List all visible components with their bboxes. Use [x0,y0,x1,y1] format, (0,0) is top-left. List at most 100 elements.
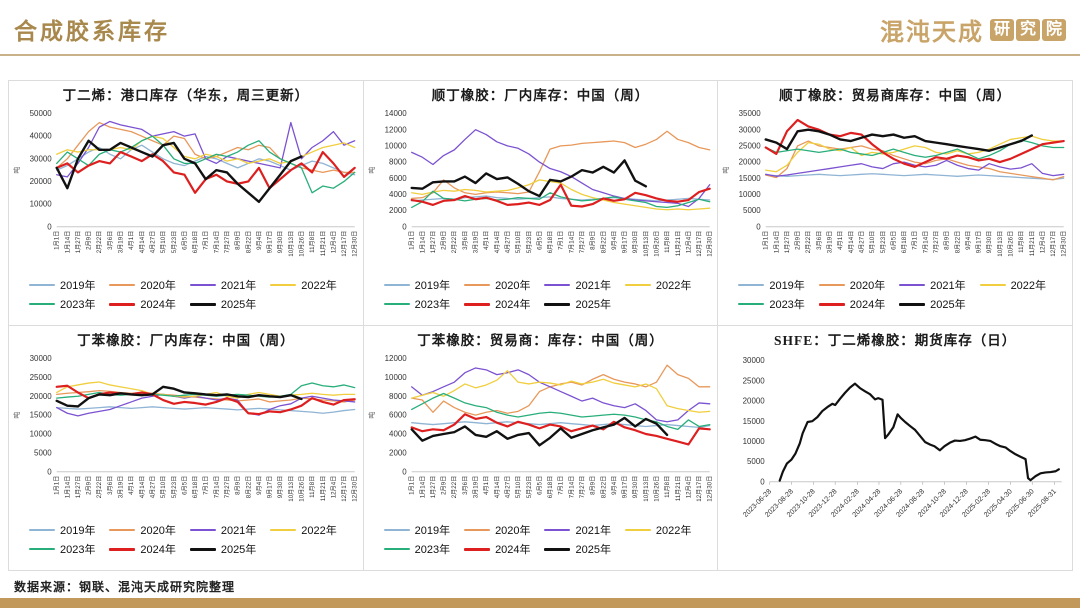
svg-text:3月19日: 3月19日 [472,231,479,254]
legend-swatch [29,284,55,286]
svg-text:7月1日: 7月1日 [557,476,564,495]
legend-label: 2020年 [140,280,176,292]
svg-text:11月8日: 11月8日 [309,476,316,498]
chart-title: SHFE：丁二烯橡胶：期货库存（日） [774,333,1017,348]
svg-text:6月18日: 6月18日 [192,476,199,499]
legend-item: 2019年 [29,522,109,538]
svg-text:11月8日: 11月8日 [664,231,671,253]
svg-text:7月27日: 7月27日 [579,476,586,499]
legend-item: 2019年 [383,277,464,293]
legend-item: 2020年 [109,522,189,538]
svg-text:3月19日: 3月19日 [118,476,125,499]
svg-text:4月27日: 4月27日 [149,476,156,499]
legend-label: 2020年 [849,280,886,292]
legend-item: 2023年 [383,541,464,557]
svg-text:25000: 25000 [743,376,766,385]
legend-label: 2022年 [301,525,337,537]
svg-text:6月5日: 6月5日 [181,231,188,250]
chart-title: 丁苯橡胶：贸易商：库存：中国（周） [417,333,664,348]
svg-text:9月17日: 9月17日 [621,476,628,499]
svg-text:11月8日: 11月8日 [1018,231,1025,253]
chart-legend: 2019年 2020年 2021年 2022年 2023年 2024年 2025年 [11,520,361,557]
svg-text:11月21日: 11月21日 [320,476,327,502]
legend-item: 2023年 [29,296,109,312]
logo-badge-char: 研 [990,18,1014,41]
svg-text:10月13日: 10月13日 [642,476,649,502]
chart-svg: 0500010000150002000025000300002023-06-28… [742,356,1063,519]
svg-text:8月9日: 8月9日 [944,231,951,250]
svg-text:9月17日: 9月17日 [267,476,274,499]
svg-text:30000: 30000 [30,154,53,163]
svg-text:6月18日: 6月18日 [192,231,199,254]
chart-legend: 2019年 2020年 2021年 2022年 2023年 2024年 2025年 [720,275,1070,312]
svg-text:5000: 5000 [747,457,765,466]
svg-text:10000: 10000 [743,437,766,446]
legend-item: 2025年 [189,296,270,312]
svg-text:6月18日: 6月18日 [901,231,908,254]
legend-swatch [464,547,491,551]
svg-text:20000: 20000 [739,158,762,167]
svg-text:8月22日: 8月22日 [600,476,607,499]
legend-swatch [818,302,845,306]
svg-text:4000: 4000 [389,430,407,439]
legend-label: 2024年 [495,544,531,556]
svg-text:8月22日: 8月22日 [245,476,252,499]
svg-text:25000: 25000 [30,373,53,382]
legend-label: 2021年 [930,280,966,292]
legend-label: 2021年 [575,280,611,292]
svg-text:1月27日: 1月27日 [75,476,82,499]
svg-text:15000: 15000 [30,411,53,420]
svg-text:4月14日: 4月14日 [848,231,855,254]
legend-swatch [189,529,216,531]
chart-title: 丁二烯：港口库存（华东，周三更新） [62,88,310,103]
legend-swatch [270,284,297,286]
legend-item: 2024年 [109,541,189,557]
legend-swatch [544,302,571,306]
svg-text:5月23日: 5月23日 [880,231,887,254]
svg-text:1月1日: 1月1日 [54,231,61,250]
svg-text:10月13日: 10月13日 [642,231,649,257]
legend-swatch [383,303,410,305]
svg-text:10月26日: 10月26日 [1008,231,1015,257]
legend-item: 2021年 [189,277,270,293]
legend-item: 2022年 [624,277,705,293]
legend-label: 2020年 [495,525,531,537]
svg-text:5月23日: 5月23日 [525,231,532,254]
svg-text:1月14日: 1月14日 [774,231,781,254]
chart-svg: 0 5000 10000 15000 20000 25000 30000 35000 吨 1月1日… [721,109,1068,257]
logo-badge-char: 院 [1042,18,1066,41]
logo-text: 混沌天成 [880,20,984,46]
svg-text:4月1日: 4月1日 [128,231,135,250]
legend-label: 2019年 [60,280,96,292]
legend-item: 2022年 [624,522,705,538]
svg-text:2月22日: 2月22日 [96,231,103,254]
chart-canvas: 0 5000 10000 15000 20000 25000 30000 吨 1月1日 1月14日… [11,352,361,520]
svg-text:7月27日: 7月27日 [224,231,231,254]
svg-text:8月22日: 8月22日 [955,231,962,254]
legend-item: 2023年 [29,541,109,557]
legend-item: 2025年 [899,296,979,312]
svg-text:5月10日: 5月10日 [515,476,522,499]
svg-text:30000: 30000 [739,125,762,134]
legend-item: 2020年 [464,522,544,538]
svg-text:吨: 吨 [367,412,376,419]
svg-text:10000: 10000 [384,373,407,382]
svg-text:8月22日: 8月22日 [600,231,607,254]
svg-text:25000: 25000 [739,141,762,150]
svg-text:2000: 2000 [389,448,407,457]
svg-text:6月5日: 6月5日 [536,476,543,495]
svg-text:5月23日: 5月23日 [525,476,532,499]
svg-text:1月14日: 1月14日 [64,231,71,254]
chart-panel-sbr-trader-inventory: 丁苯橡胶：贸易商：库存：中国（周） 0 2000 4000 6000 8000 10000… [362,325,719,571]
charts-grid: 丁二烯：港口库存（华东，周三更新） 0 10000 20000 30000 40000 5… [8,80,1073,571]
svg-text:0: 0 [402,467,407,476]
legend-swatch [109,284,136,286]
legend-label: 2022年 [655,525,692,537]
legend-label: 2025年 [575,544,611,556]
svg-text:12月4日: 12月4日 [685,231,692,254]
svg-text:40000: 40000 [30,132,53,141]
legend-swatch [109,529,136,531]
page-title: 合成胶系库存 [14,19,170,44]
svg-text:5月23日: 5月23日 [171,231,178,254]
